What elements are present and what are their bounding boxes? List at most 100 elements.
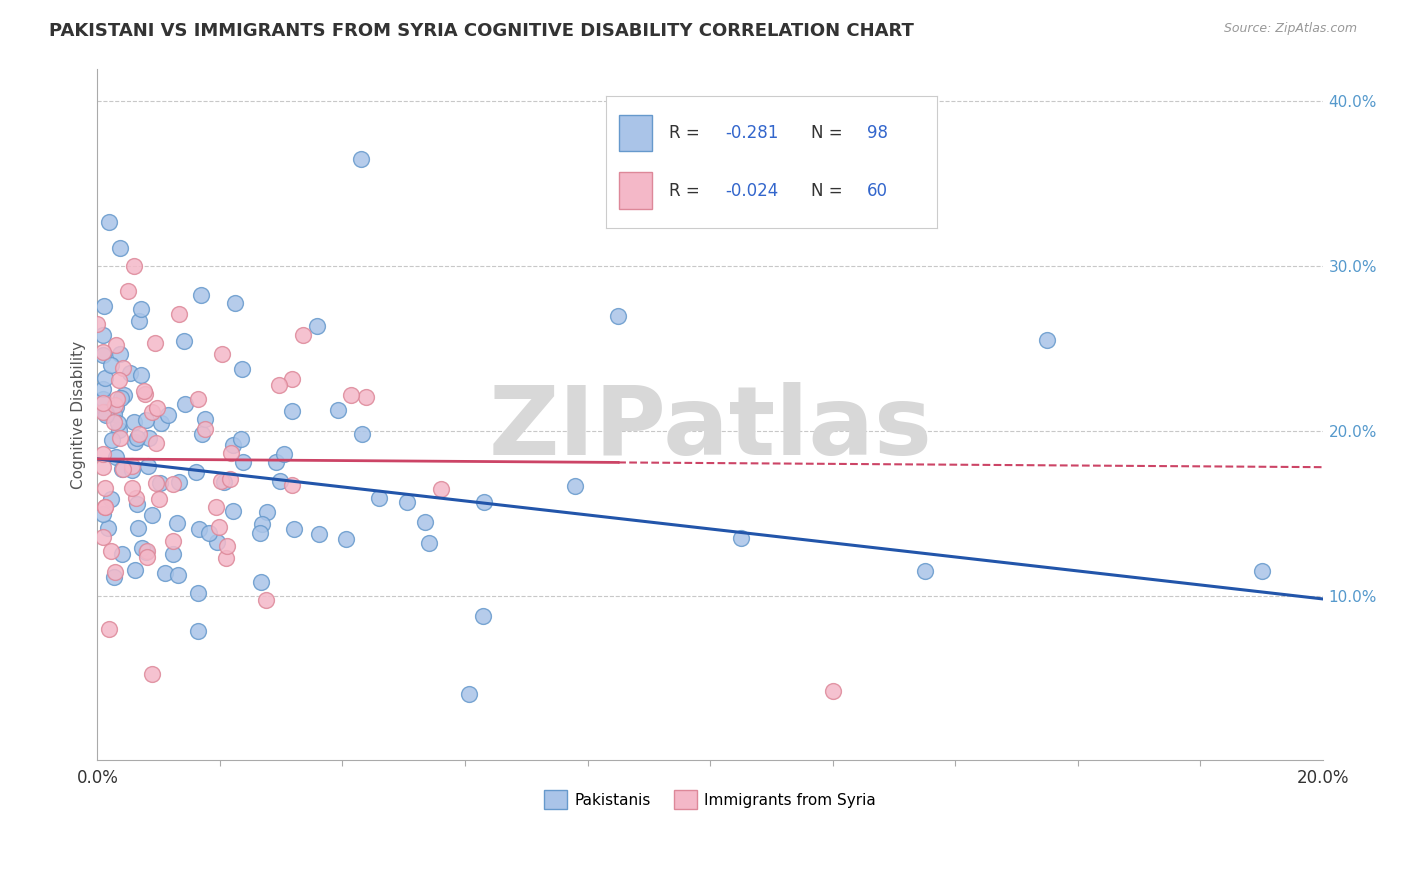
Point (308, 527, 330, 541)
Point (103, 408, 125, 422)
Point (914, 564, 936, 578)
Point (249, 574, 271, 589)
Point (194, 412, 217, 426)
Point (166, 516, 188, 530)
Point (97, 214, 120, 228)
Point (395, 495, 418, 509)
Point (128, 314, 150, 328)
Point (94, 408, 117, 422)
Point (127, 497, 149, 511)
Point (173, 334, 195, 348)
Point (100, 543, 122, 558)
Legend: Pakistanis, Immigrants from Syria: Pakistanis, Immigrants from Syria (538, 784, 883, 815)
Point (94, 405, 117, 419)
Point (254, 592, 277, 607)
Point (224, 295, 246, 310)
Point (93, 370, 115, 384)
Point (131, 541, 153, 555)
Point (124, 435, 146, 450)
Point (117, 284, 139, 298)
Text: ZIPatlas: ZIPatlas (488, 382, 932, 475)
Point (250, 516, 273, 531)
Point (128, 426, 150, 441)
Point (93, 459, 115, 474)
Text: PAKISTANI VS IMMIGRANTS FROM SYRIA COGNITIVE DISABILITY CORRELATION CHART: PAKISTANI VS IMMIGRANTS FROM SYRIA COGNI… (49, 22, 914, 40)
Point (156, 408, 179, 422)
Point (186, 465, 208, 479)
Point (136, 549, 159, 564)
Point (129, 368, 152, 383)
Point (280, 478, 302, 492)
Point (93, 396, 115, 410)
Point (292, 327, 315, 342)
Point (231, 432, 253, 446)
Point (127, 521, 149, 535)
Point (190, 426, 212, 441)
Point (135, 545, 157, 559)
Point (93, 299, 115, 313)
Point (103, 415, 125, 429)
Point (273, 447, 295, 461)
Point (93, 530, 115, 544)
Point (93, 382, 115, 396)
Point (205, 500, 228, 514)
Point (264, 455, 287, 469)
Point (198, 525, 221, 540)
Point (145, 436, 167, 450)
Point (149, 475, 172, 490)
Point (730, 531, 752, 545)
Text: Source: ZipAtlas.com: Source: ZipAtlas.com (1223, 22, 1357, 36)
Point (108, 347, 131, 361)
Point (108, 423, 131, 437)
Point (187, 392, 209, 407)
Point (97, 622, 120, 636)
Point (167, 568, 190, 582)
Point (129, 302, 152, 317)
Point (122, 416, 145, 430)
Point (107, 416, 129, 430)
Point (194, 422, 217, 436)
Point (209, 474, 232, 488)
Point (335, 533, 357, 547)
Point (120, 366, 142, 380)
Point (112, 388, 135, 402)
Point (326, 403, 349, 417)
Point (218, 472, 240, 486)
Point (93, 508, 115, 522)
Point (211, 347, 233, 361)
Point (222, 438, 245, 452)
Point (86, 317, 108, 331)
Point (190, 288, 212, 302)
Point (138, 432, 160, 446)
Point (93, 447, 115, 461)
Point (281, 372, 304, 386)
Point (108, 241, 131, 255)
Point (141, 405, 163, 419)
Point (208, 520, 231, 534)
Point (105, 400, 128, 414)
Point (100, 358, 122, 372)
Point (153, 566, 176, 580)
Point (121, 463, 143, 477)
Point (205, 535, 228, 549)
Point (169, 475, 191, 490)
Point (1036, 334, 1059, 348)
Point (112, 361, 135, 376)
Point (93, 481, 115, 495)
Point (607, 309, 630, 323)
Point (415, 515, 437, 529)
Point (93, 328, 115, 343)
Point (418, 535, 440, 549)
Point (162, 547, 184, 561)
Point (108, 431, 131, 445)
Point (232, 455, 254, 469)
Point (214, 475, 236, 489)
Point (105, 450, 128, 464)
Point (134, 387, 156, 401)
Point (94, 405, 117, 419)
Point (145, 475, 167, 490)
Y-axis label: Cognitive Disability: Cognitive Disability (72, 341, 86, 489)
Point (162, 534, 184, 549)
Point (93, 392, 115, 407)
Point (103, 570, 125, 584)
